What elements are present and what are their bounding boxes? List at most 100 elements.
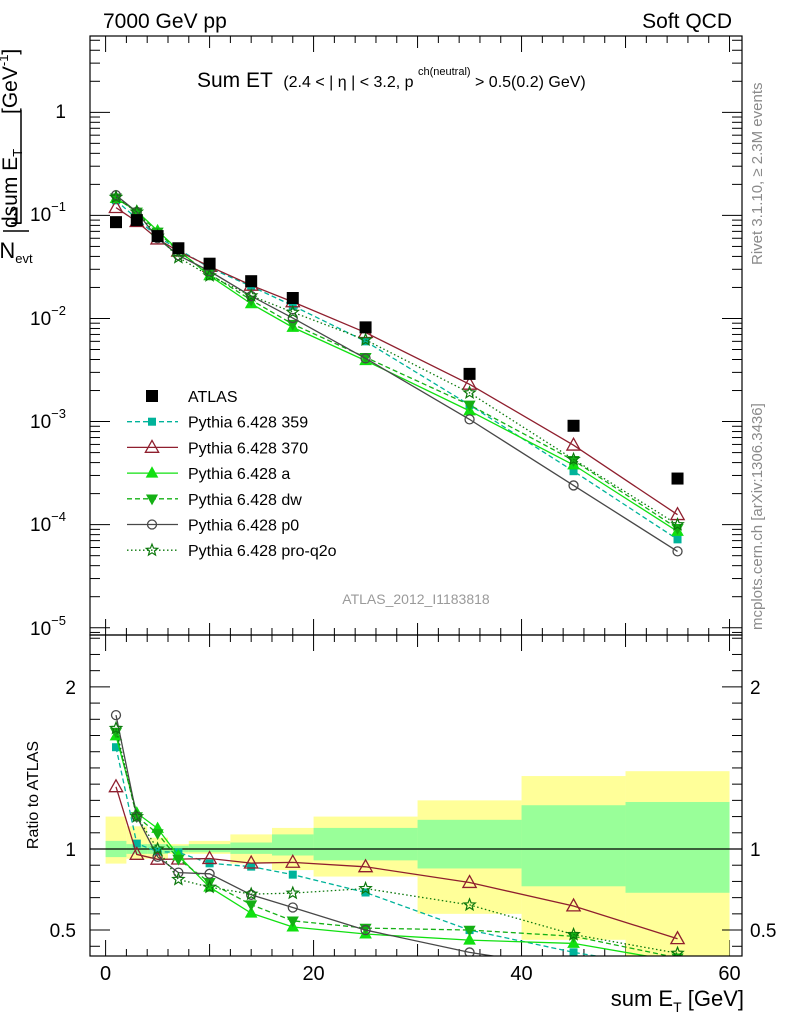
- series-0-line: [115, 199, 678, 540]
- series-1-ratio-point: [669, 930, 686, 945]
- ratio-y-tick-labels: 0.5 0.5 1 1 2 2: [50, 678, 777, 942]
- series-5-point: [670, 516, 685, 531]
- x-tick-labels: 0 20 40 60: [100, 963, 741, 985]
- series-4-ratio-point: [464, 947, 475, 956]
- main-tick-label-10-2: 10−2: [30, 303, 66, 330]
- series-5-ratio-point: [150, 841, 165, 856]
- series-5-ratio-point: [108, 720, 124, 735]
- series-0-point: [673, 535, 682, 544]
- series-5-ratio-line: [115, 728, 678, 954]
- series-4-point: [360, 353, 371, 364]
- series-5-point: [108, 189, 124, 204]
- legend-marker: [146, 519, 158, 530]
- series-1-ratio-line: [115, 786, 678, 940]
- series-5-point: [358, 332, 373, 347]
- series-4-point: [246, 290, 257, 302]
- series-5-point: [171, 249, 186, 264]
- series-5-ratio-point: [462, 897, 477, 912]
- atlas-data-point: [359, 321, 372, 334]
- title-eta: η: [338, 74, 347, 91]
- legend-label: Pythia 6.428 a: [188, 466, 290, 483]
- series-0-point: [361, 337, 370, 346]
- legend-entry: Pythia 6.428 359: [127, 415, 308, 432]
- legend-entry: Pythia 6.428 p0: [127, 518, 299, 535]
- series-1-point: [461, 375, 478, 390]
- series-4-ratio-point: [287, 902, 298, 913]
- series-5-point: [202, 268, 217, 282]
- title-cut-c: > 0.5(0.2) GeV): [475, 74, 586, 91]
- series-1-point: [565, 436, 582, 451]
- ratio-tick-label-left: 1: [65, 840, 76, 861]
- series-0-ratio-point: [132, 839, 141, 848]
- ylabel-frac: dsum ET d Nevt [GeV-1]: [0, 49, 27, 228]
- series-1-ratio-point: [129, 846, 145, 860]
- series-3-ratio-point: [172, 854, 185, 866]
- series-3-ratio-point: [151, 829, 164, 841]
- series-4-point: [287, 312, 298, 324]
- series-1-ratio-point: [243, 854, 259, 869]
- header-right: Soft QCD: [642, 10, 732, 33]
- series-1-ratio-point: [108, 778, 124, 793]
- series-5-point: [285, 304, 301, 319]
- legend-label: Pythia 6.428 p0: [188, 518, 299, 535]
- series-4-ratio-point: [673, 975, 682, 984]
- ratio-plot-area: [90, 710, 742, 984]
- main-tick-label-10-3: 10−3: [30, 406, 66, 433]
- series-5-ratio-point: [566, 926, 581, 941]
- title-main: Sum ET: [197, 69, 273, 92]
- series-3-point: [463, 400, 476, 412]
- ratio-tick-label-right: 0.5: [750, 921, 776, 942]
- series-4-ratio-point: [569, 964, 578, 973]
- ratio-tick-label-left: 2: [65, 678, 76, 699]
- series-0-ratio-point: [288, 870, 297, 879]
- series-1-ratio-point: [357, 858, 374, 873]
- ratio-tick-label-left: 0.5: [50, 921, 76, 942]
- stat-band-bin: [625, 801, 730, 893]
- main-tick-label-1: 1: [55, 102, 66, 123]
- rivet-label: Rivet 3.1.10, ≥ 2.3M events: [749, 83, 766, 266]
- stat-band-bin: [521, 805, 626, 887]
- series-0-ratio-point: [674, 965, 682, 973]
- series-4-point: [672, 546, 683, 557]
- series-4-ratio-point: [173, 867, 184, 878]
- series-2-ratio-point: [676, 954, 679, 956]
- series-3-ratio-point: [463, 925, 476, 937]
- series-0-ratio-point: [361, 888, 370, 897]
- series-5-point: [462, 385, 477, 400]
- atlas-data-point: [286, 292, 299, 305]
- main-tick-label-10-4: 10−4: [30, 509, 66, 536]
- legend-entry: ATLAS: [146, 389, 238, 406]
- legend-entry: Pythia 6.428 a: [127, 466, 290, 483]
- atlas-data-point: [463, 367, 476, 380]
- y-axis-label: 1 Nevt dsum ET d Nevt [GeV-1]: [0, 49, 33, 266]
- series-4-ratio-point: [360, 924, 371, 936]
- title-cut-b: | < 3.2, p: [351, 74, 414, 91]
- atlas-data-point: [109, 216, 122, 229]
- main-y-ticks: [90, 36, 742, 956]
- series-2-ratio-point: [244, 906, 258, 918]
- stat-band-bin: [271, 834, 314, 856]
- series-2-ratio-point: [463, 933, 476, 945]
- legend-entry: Pythia 6.428 370: [127, 439, 308, 457]
- main-plot-area: [108, 189, 686, 557]
- stat-band-bin: [417, 819, 522, 869]
- series-0-point: [569, 467, 578, 476]
- series-5-point: [566, 451, 581, 466]
- x-tick-label: 60: [718, 963, 740, 985]
- series-5-ratio-point: [129, 808, 145, 823]
- main-series: [108, 189, 686, 557]
- legend-label: Pythia 6.428 359: [188, 415, 308, 432]
- legend-marker: [145, 494, 159, 506]
- ratio-frame: [89, 634, 743, 957]
- series-4-point: [464, 414, 475, 425]
- series-4-ratio-point: [110, 710, 122, 721]
- series-4-ratio-point: [204, 868, 215, 879]
- stat-band-bin: [230, 842, 272, 854]
- series-4-ratio-point: [246, 889, 257, 900]
- plot-title: Sum ET (2.4 < | η | < 3.2, p ch(neutral)…: [197, 62, 586, 92]
- ratio-y-ticks: [90, 637, 742, 947]
- series-5-ratio-point: [171, 871, 186, 886]
- legend-marker: [144, 439, 160, 453]
- title-sup: ch(neutral): [418, 66, 471, 78]
